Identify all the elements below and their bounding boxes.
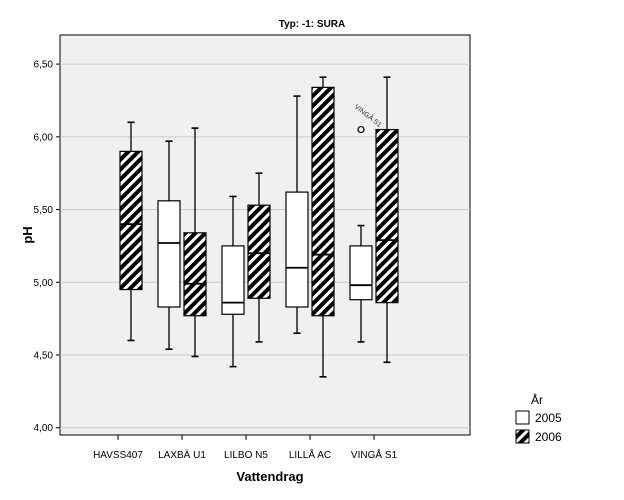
x-tick-label: VINGÅ S1 [351, 448, 398, 461]
box-2006-1 [183, 127, 207, 358]
box-iqr [311, 86, 335, 317]
box-2006-0 [119, 121, 143, 342]
y-axis-title: pH [20, 226, 35, 243]
chart-title: Typ: -1: SURA [279, 19, 345, 30]
y-tick-label: 5,00 [34, 278, 54, 289]
y-tick-label: 5,50 [34, 205, 54, 216]
box-iqr [247, 204, 271, 299]
y-tick-label: 6,00 [34, 132, 54, 143]
y-tick-label: 6,50 [34, 60, 54, 71]
legend-swatch-2006 [515, 429, 530, 444]
x-tick-label: LILLÅ AC [289, 448, 331, 461]
box-2005-1 [157, 140, 181, 350]
box-iqr [119, 150, 143, 291]
x-tick-label: LAXBÄ U1 [158, 449, 206, 461]
box-2006-4 [375, 76, 399, 364]
legend-label-2005: 2005 [535, 411, 562, 425]
legend-swatch-2005 [515, 410, 530, 425]
box-2006-2 [247, 172, 271, 343]
x-axis-title: Vattendrag [236, 469, 303, 484]
y-tick-label: 4,00 [34, 423, 54, 434]
box-iqr [157, 200, 181, 308]
x-tick-label: LILBO N5 [224, 450, 268, 461]
box-series: VINGÅ S1 [119, 76, 399, 378]
box-2005-4 [349, 224, 373, 343]
box-2005-3 [285, 95, 309, 334]
legend-label-2006: 2006 [535, 430, 562, 444]
y-axis: 4,00 4,50 5,00 5,50 6,00 6,50 [34, 60, 60, 434]
legend: År 2005 2006 [515, 392, 562, 444]
box-iqr [285, 191, 309, 308]
box-iqr [349, 245, 373, 301]
x-tick-label: HAVSS407 [93, 450, 143, 461]
box-iqr [183, 232, 207, 317]
box-iqr [221, 245, 245, 315]
outlier-point [357, 125, 365, 134]
y-tick-label: 4,50 [34, 351, 54, 362]
box-2005-2 [221, 195, 245, 368]
x-axis: HAVSS407 LAXBÄ U1 LILBO N5 LILLÅ AC VINGÅ S1 [88, 434, 446, 461]
box-iqr [375, 128, 399, 304]
box-2006-3 [311, 76, 335, 378]
legend-title: År [531, 392, 543, 407]
